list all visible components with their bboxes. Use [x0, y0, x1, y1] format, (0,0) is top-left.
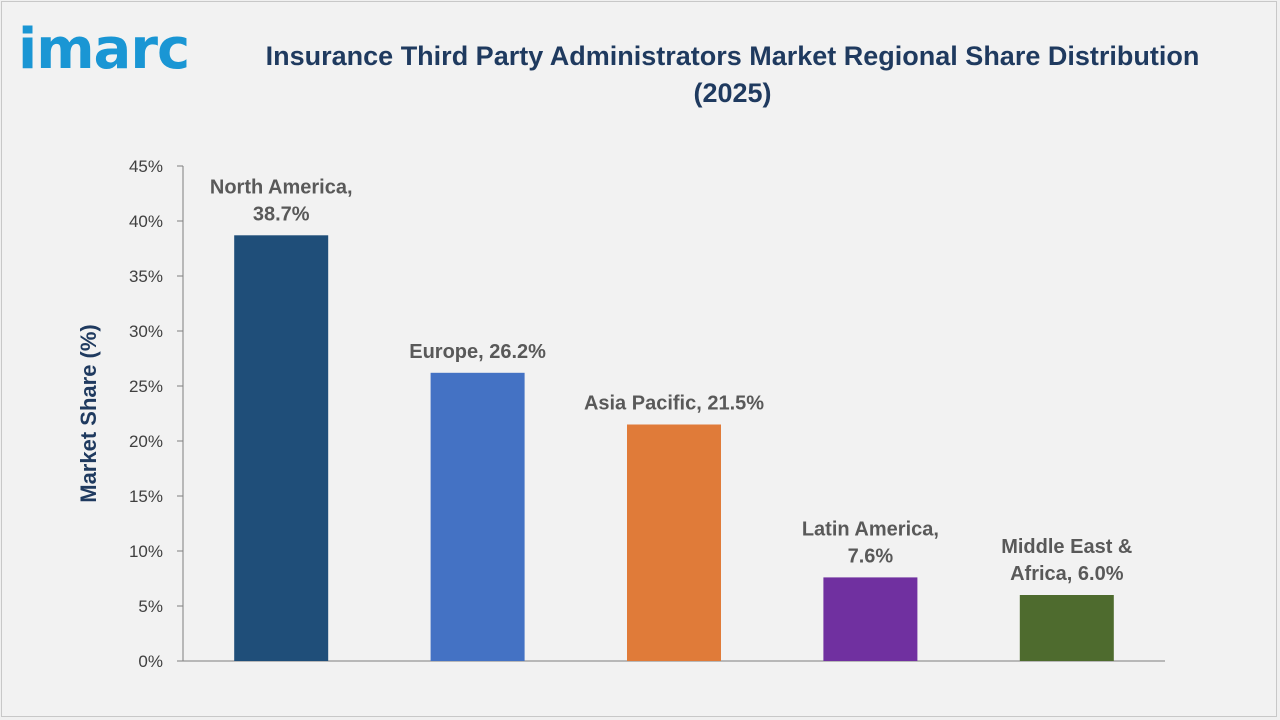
y-tick-label: 30%	[129, 322, 163, 341]
y-tick-label: 15%	[129, 487, 163, 506]
y-tick-label: 25%	[129, 377, 163, 396]
data-label: 38.7%	[253, 203, 310, 225]
bar-europe	[430, 372, 525, 661]
chart-title: Insurance Third Party Administrators Mar…	[265, 41, 1200, 108]
imarc-logo: imarc	[18, 16, 208, 82]
y-axis-title: Market Share (%)	[76, 324, 101, 503]
data-label: Asia Pacific, 21.5%	[584, 393, 764, 415]
bar-north-america	[234, 235, 329, 662]
y-tick-label: 5%	[138, 597, 163, 616]
logo-text: imarc	[18, 17, 190, 82]
data-label: Latin America,	[802, 518, 939, 540]
bar-latin-america	[823, 577, 918, 661]
y-tick-label: 20%	[129, 432, 163, 451]
data-label: North America,	[210, 176, 353, 198]
y-tick-label: 35%	[129, 267, 163, 286]
y-tick-label: 10%	[129, 542, 163, 561]
data-label: Europe, 26.2%	[409, 341, 546, 363]
y-tick-label: 0%	[138, 652, 163, 671]
data-label: Middle East &	[1001, 536, 1132, 558]
y-tick-label: 40%	[129, 212, 163, 231]
bar-middle-east-africa	[1019, 595, 1114, 661]
data-label: Africa, 6.0%	[1010, 563, 1124, 585]
y-tick-label: 45%	[129, 157, 163, 176]
data-label: 7.6%	[848, 545, 894, 567]
bar-asia-pacific	[627, 424, 721, 661]
